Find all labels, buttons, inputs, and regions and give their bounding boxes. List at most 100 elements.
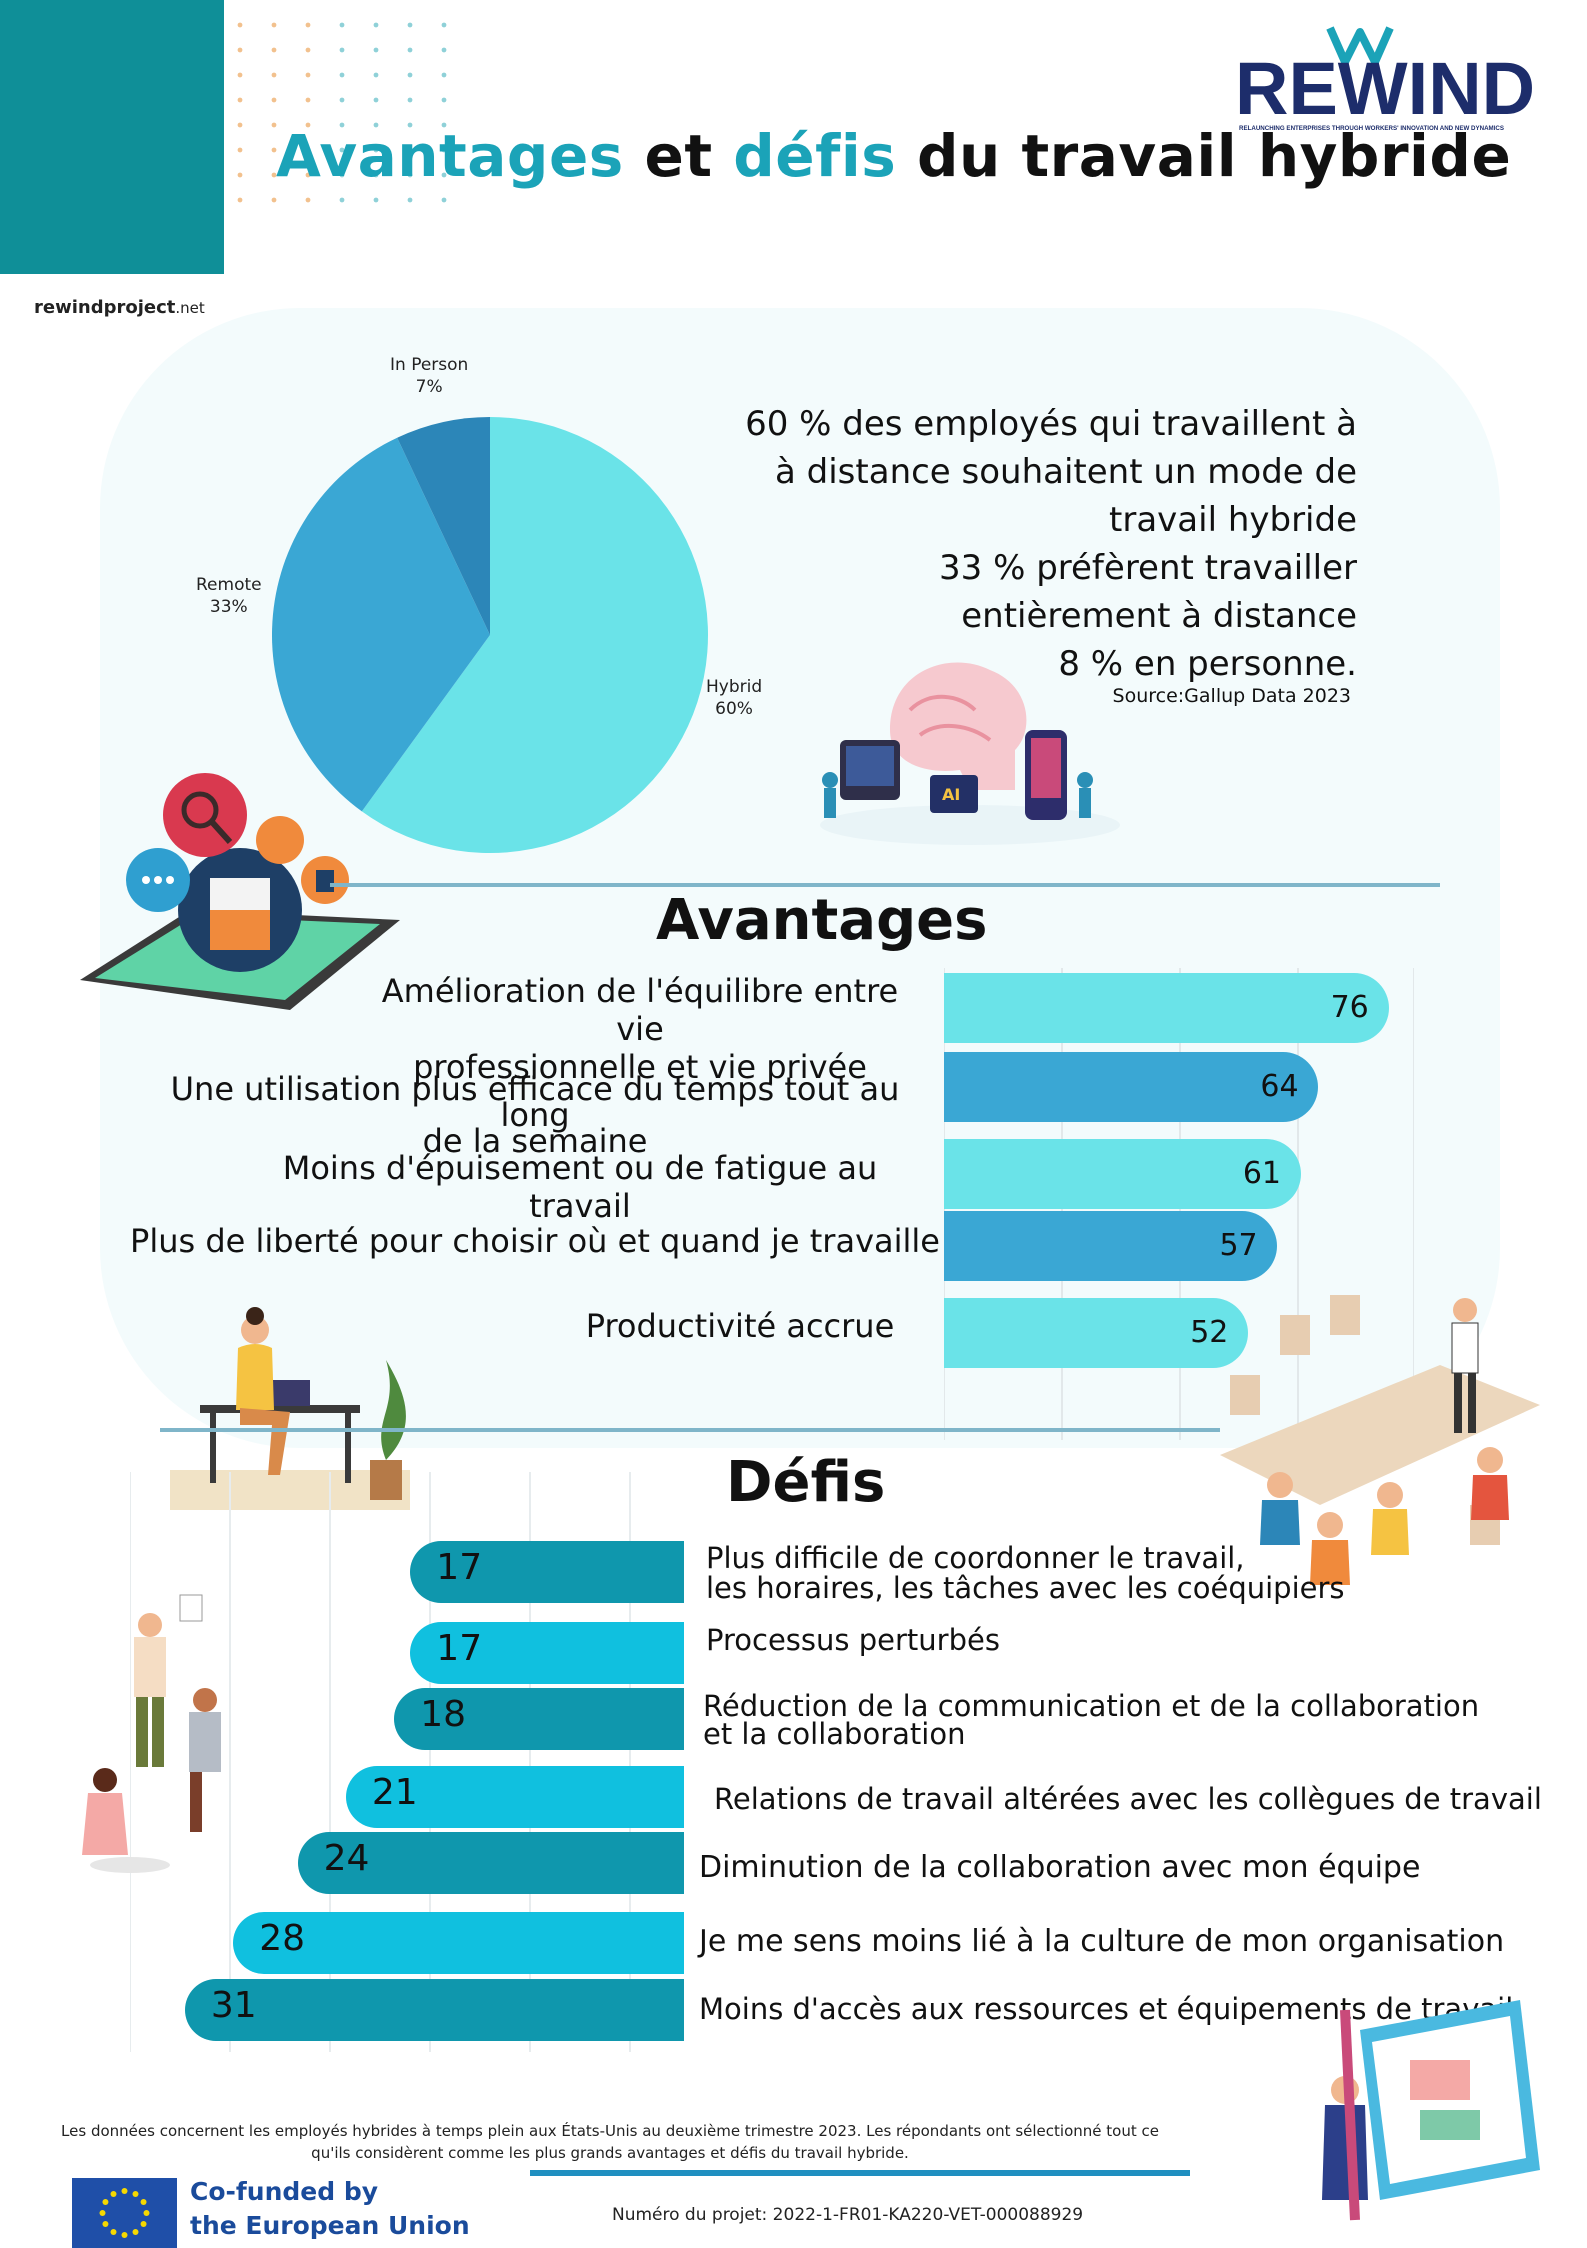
advantage-value: 52 bbox=[1190, 1315, 1229, 1350]
decoration-dot bbox=[407, 197, 413, 203]
page-title: Avantages et défis du travail hybride bbox=[276, 122, 1511, 190]
website-link[interactable]: rewindproject.net bbox=[34, 297, 205, 318]
stats-line: travail hybride bbox=[1109, 500, 1357, 540]
challenge-value: 21 bbox=[371, 1772, 418, 1813]
challenge-value: 24 bbox=[323, 1838, 370, 1879]
challenge-value: 17 bbox=[436, 1628, 483, 1669]
decoration-dot bbox=[271, 147, 277, 153]
pie-slice-hybrid bbox=[361, 417, 709, 853]
decoration-dot bbox=[237, 122, 243, 128]
eu-flag-icon bbox=[72, 2178, 177, 2248]
eu-star bbox=[110, 2190, 117, 2197]
decoration-dot bbox=[237, 172, 243, 178]
advantage-value: 61 bbox=[1242, 1156, 1282, 1191]
decoration-dot bbox=[305, 172, 311, 178]
decoration-dot bbox=[407, 72, 413, 78]
decoration-dot bbox=[271, 172, 277, 178]
title-rest: du travail hybride bbox=[896, 122, 1512, 190]
eu-line: the European Union bbox=[190, 2211, 470, 2240]
decoration-dot bbox=[339, 172, 345, 178]
challenge-label: Moins d'accès aux ressources et équipeme… bbox=[699, 1992, 1514, 2026]
decoration-dot bbox=[407, 172, 413, 178]
decoration-dot bbox=[373, 122, 379, 128]
challenge-label: Diminution de la collaboration avec mon … bbox=[699, 1850, 1421, 1885]
advantage-label-line: professionnelle et vie privée bbox=[413, 1048, 867, 1086]
decoration-dot bbox=[373, 197, 379, 203]
decoration-dot bbox=[305, 72, 311, 78]
advantage-label: Plus de liberté pour choisir où et quand… bbox=[130, 1222, 940, 1260]
logo-tagline: RELAUNCHING ENTERPRISES THROUGH WORKERS'… bbox=[1239, 125, 1504, 132]
advantage-label: Moins d'épuisement ou de fatigue au trav… bbox=[282, 1149, 878, 1225]
challenge-label-line: les horaires, les tâches avec les coéqui… bbox=[706, 1571, 1345, 1605]
advantage-label: Une utilisation plus efficace du temps t… bbox=[150, 1073, 920, 1160]
eu-star bbox=[121, 2188, 128, 2194]
advantage-bar bbox=[944, 973, 1389, 1043]
pie-label-hybrid-pct: 60% bbox=[715, 699, 753, 719]
decoration-dot bbox=[339, 122, 345, 128]
decoration-dot bbox=[441, 47, 447, 53]
decoration-dot bbox=[339, 22, 345, 28]
challenge-bar bbox=[184, 1979, 684, 2041]
challenge-label: Processus perturbés bbox=[706, 1623, 1000, 1657]
advantage-label: Amélioration de l'équilibre entre vie pro… bbox=[360, 972, 920, 1086]
decoration-dot bbox=[305, 197, 311, 203]
decoration-dot bbox=[339, 147, 345, 153]
pie-label-inperson-pct: 7% bbox=[415, 377, 443, 397]
decoration-dot bbox=[271, 22, 277, 28]
dot-pattern-decoration bbox=[237, 22, 447, 203]
pie-label-remote-name: Remote bbox=[196, 575, 262, 595]
decoration-dot bbox=[373, 147, 379, 153]
decoration-dot bbox=[305, 147, 311, 153]
stats-line: 33 % préfèrent travailler bbox=[939, 548, 1357, 588]
challenge-bar bbox=[345, 1766, 684, 1828]
eu-star bbox=[121, 2232, 128, 2238]
decoration-dot bbox=[441, 22, 447, 28]
challenge-bar bbox=[233, 1912, 684, 1974]
decoration-dot bbox=[237, 97, 243, 103]
pie-chart bbox=[272, 417, 709, 853]
pie-label-inperson: In Person 7% bbox=[390, 354, 468, 398]
decoration-dot bbox=[373, 47, 379, 53]
pie-label-hybrid-name: Hybrid bbox=[706, 677, 763, 697]
decoration-dot bbox=[373, 172, 379, 178]
decoration-dot bbox=[271, 97, 277, 103]
decoration-dot bbox=[271, 197, 277, 203]
challenge-value: 28 bbox=[259, 1918, 305, 1959]
decoration-dot bbox=[373, 72, 379, 78]
eu-star bbox=[132, 2229, 139, 2236]
decoration-dot bbox=[305, 47, 311, 53]
decoration-dot bbox=[407, 122, 413, 128]
pie-slice-remote bbox=[272, 437, 490, 812]
title-connector: et bbox=[623, 122, 734, 190]
decoration-dot bbox=[271, 47, 277, 53]
pie-label-hybrid: Hybrid 60% bbox=[706, 676, 762, 720]
decoration-dot bbox=[441, 172, 447, 178]
eu-star bbox=[143, 2210, 150, 2216]
stats-line: entièrement à distance bbox=[961, 596, 1357, 636]
decoration-dot bbox=[441, 197, 447, 203]
advantage-label-line: de la semaine bbox=[422, 1122, 648, 1160]
eu-star bbox=[99, 2210, 106, 2216]
logo-w-mark bbox=[1326, 26, 1394, 66]
challenge-label: Réduction de la communication et de la c… bbox=[703, 1692, 1479, 1749]
decoration-dot bbox=[441, 72, 447, 78]
pie-slice-inperson bbox=[397, 417, 490, 635]
stats-line: à distance souhaitent un mode de bbox=[775, 452, 1357, 492]
eu-star bbox=[132, 2190, 139, 2197]
decoration-dot bbox=[441, 122, 447, 128]
decoration-dot bbox=[407, 47, 413, 53]
advantage-label: Productivité accrue bbox=[585, 1307, 895, 1345]
decoration-dot bbox=[339, 97, 345, 103]
decoration-dot bbox=[237, 47, 243, 53]
coworkers-illustration bbox=[82, 1594, 221, 1873]
svg-text:AI: AI bbox=[942, 785, 960, 804]
footer-note-line: qu'ils considèrent comme les plus grands… bbox=[311, 2144, 909, 2162]
ai-brain-illustration: AI bbox=[820, 662, 1120, 845]
project-number: Numéro du projet: 2022-1-FR01-KA220-VET-… bbox=[612, 2205, 1084, 2225]
advantages-heading: Avantages bbox=[656, 888, 988, 953]
challenge-bar bbox=[410, 1622, 684, 1684]
eu-star bbox=[140, 2221, 147, 2227]
advantage-value: 64 bbox=[1260, 1069, 1299, 1104]
eu-star bbox=[140, 2199, 147, 2205]
eu-star bbox=[110, 2229, 117, 2236]
